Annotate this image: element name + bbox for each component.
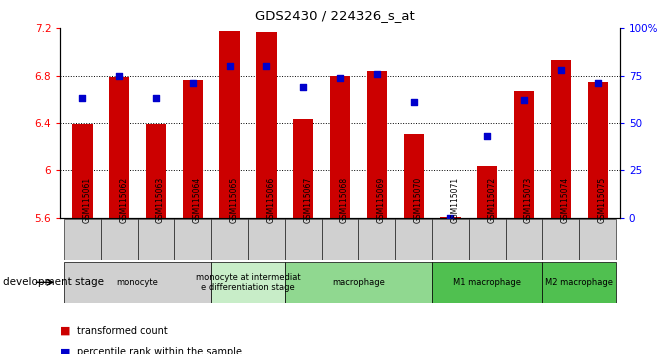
Bar xyxy=(506,219,543,260)
Bar xyxy=(403,134,423,218)
Text: GDS2430 / 224326_s_at: GDS2430 / 224326_s_at xyxy=(255,9,415,22)
Bar xyxy=(64,262,211,303)
Bar xyxy=(366,71,387,218)
Text: GSM115067: GSM115067 xyxy=(304,177,312,223)
Bar xyxy=(543,219,580,260)
Bar xyxy=(146,124,166,218)
Bar xyxy=(64,219,100,260)
Point xyxy=(224,63,235,69)
Bar xyxy=(220,31,240,218)
Text: GSM115061: GSM115061 xyxy=(82,177,91,223)
Bar xyxy=(469,219,506,260)
Point xyxy=(261,63,272,69)
Bar xyxy=(440,217,460,218)
Point xyxy=(151,96,161,101)
Bar xyxy=(285,219,322,260)
Bar xyxy=(211,219,248,260)
Point xyxy=(188,80,198,86)
Text: GSM115073: GSM115073 xyxy=(524,177,533,223)
Point xyxy=(335,75,346,80)
Point xyxy=(408,99,419,105)
Bar xyxy=(588,81,608,218)
Text: development stage: development stage xyxy=(3,277,105,287)
Point xyxy=(371,71,382,76)
Bar xyxy=(257,32,277,218)
Point xyxy=(519,97,529,103)
Text: GSM115062: GSM115062 xyxy=(119,177,128,223)
Text: monocyte at intermediat
e differentiation stage: monocyte at intermediat e differentiatio… xyxy=(196,273,300,292)
Point xyxy=(592,80,603,86)
Text: GSM115071: GSM115071 xyxy=(450,177,460,223)
Bar xyxy=(432,219,469,260)
Point xyxy=(298,84,309,90)
Bar xyxy=(174,219,211,260)
Bar xyxy=(477,166,497,218)
Point xyxy=(77,96,88,101)
Bar xyxy=(432,262,543,303)
Bar xyxy=(580,219,616,260)
Text: M2 macrophage: M2 macrophage xyxy=(545,278,613,287)
Bar xyxy=(137,219,174,260)
Bar xyxy=(100,219,137,260)
Bar xyxy=(551,60,571,218)
Text: GSM115065: GSM115065 xyxy=(230,177,239,223)
Bar xyxy=(322,219,358,260)
Text: macrophage: macrophage xyxy=(332,278,385,287)
Text: GSM115074: GSM115074 xyxy=(561,177,570,223)
Bar xyxy=(183,80,203,218)
Text: transformed count: transformed count xyxy=(77,326,168,336)
Bar xyxy=(358,219,395,260)
Point xyxy=(114,73,125,79)
Bar xyxy=(395,219,432,260)
Text: GSM115072: GSM115072 xyxy=(487,177,496,223)
Text: ■: ■ xyxy=(60,347,71,354)
Point xyxy=(555,67,566,73)
Bar xyxy=(514,91,534,218)
Text: ■: ■ xyxy=(60,326,71,336)
Bar xyxy=(109,77,129,218)
Text: GSM115069: GSM115069 xyxy=(377,177,386,223)
Bar xyxy=(543,262,616,303)
Text: GSM115064: GSM115064 xyxy=(193,177,202,223)
Text: monocyte: monocyte xyxy=(117,278,159,287)
Bar xyxy=(72,124,92,218)
Text: GSM115070: GSM115070 xyxy=(413,177,423,223)
Text: GSM115063: GSM115063 xyxy=(156,177,165,223)
Bar xyxy=(248,219,285,260)
Text: GSM115066: GSM115066 xyxy=(267,177,275,223)
Bar xyxy=(330,76,350,218)
Point xyxy=(445,215,456,221)
Bar xyxy=(285,262,432,303)
Bar xyxy=(293,119,314,218)
Text: percentile rank within the sample: percentile rank within the sample xyxy=(77,347,242,354)
Text: GSM115068: GSM115068 xyxy=(340,177,349,223)
Text: M1 macrophage: M1 macrophage xyxy=(453,278,521,287)
Point xyxy=(482,133,492,139)
Text: GSM115075: GSM115075 xyxy=(598,177,606,223)
Bar xyxy=(211,262,285,303)
